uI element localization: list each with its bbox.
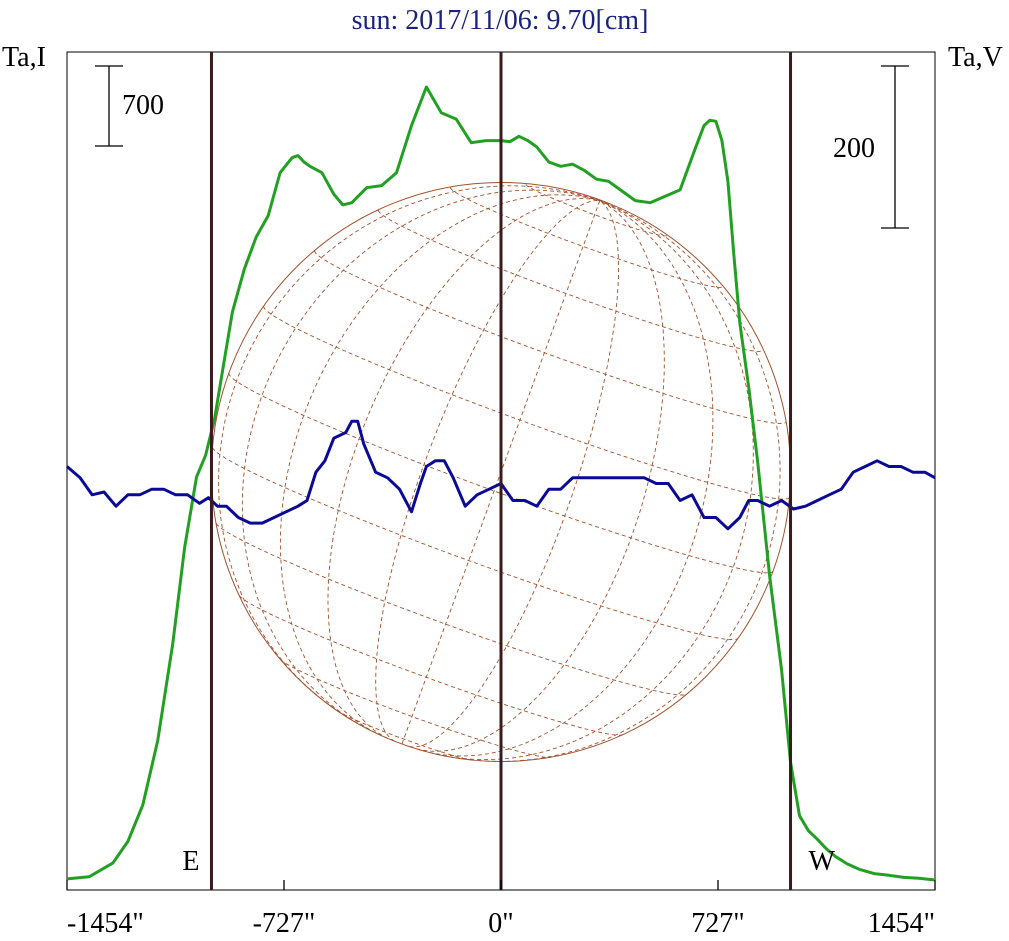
x-tick-label: 0" [488, 908, 513, 939]
x-tick-label: -1454" [67, 908, 144, 939]
latitude-line [263, 306, 790, 500]
scale-bar-left: 700 [95, 65, 164, 147]
limb-label-e: E [182, 846, 199, 877]
longitude-line [327, 198, 600, 739]
latitude-line [337, 710, 473, 761]
left-axis-label: Ta,I [2, 42, 46, 73]
longitude-line [416, 200, 665, 752]
x-axis-ticks: -1454" -727" 0" 727" 1454" [66, 880, 936, 939]
latitude-line [525, 184, 668, 237]
latitude-line [215, 523, 687, 696]
longitude-line [477, 200, 781, 762]
series-stokes_I-line [66, 85, 936, 882]
longitude-line [401, 200, 601, 745]
longitude-line [279, 194, 600, 737]
solar-disk [210, 181, 792, 763]
x-tick-label: -727" [253, 908, 316, 939]
longitude-line [435, 200, 754, 761]
limb-label-w: W [809, 846, 836, 877]
scale-bar-right: 200 [833, 65, 909, 229]
longitude-line [218, 185, 600, 709]
longitude-line [241, 189, 600, 731]
longitude-line [409, 200, 620, 748]
x-tick-label: 727" [691, 908, 744, 939]
chart-title: sun: 2017/11/06: 9.70[cm] [352, 5, 649, 36]
x-tick-label: 1454" [868, 908, 935, 939]
right-axis-label: Ta,V [948, 42, 1003, 73]
latitude-line [212, 447, 739, 641]
scale-bar-left-label: 700 [122, 90, 164, 121]
series-stokes_V-line [66, 419, 936, 531]
longitude-line [375, 200, 600, 742]
series-layer [66, 85, 936, 882]
scale-bar-right-label: 200 [833, 133, 875, 164]
latitude-line [314, 250, 787, 425]
longitude-line [422, 200, 714, 757]
latitude-line [238, 595, 623, 736]
